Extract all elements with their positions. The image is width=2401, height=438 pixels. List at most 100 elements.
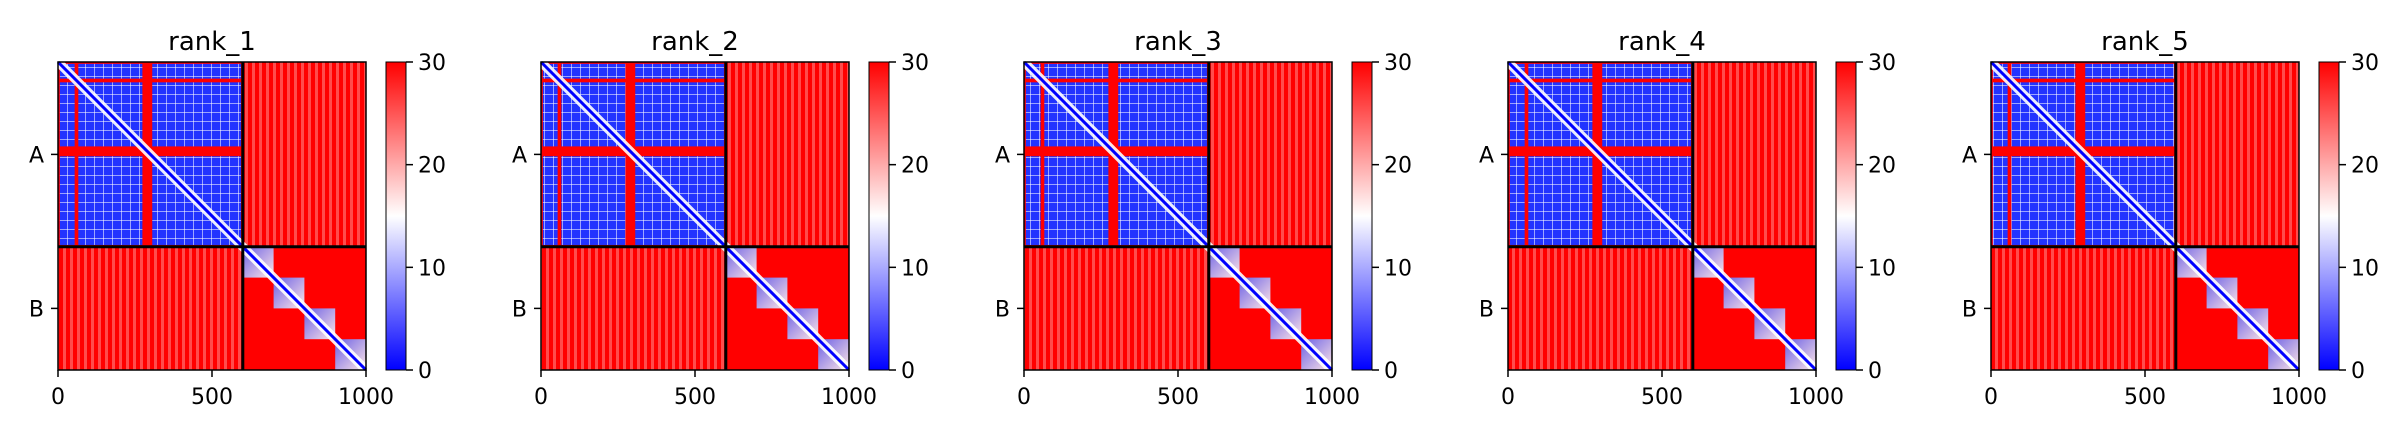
y-tick-label: B bbox=[29, 297, 44, 322]
heatmap bbox=[1987, 58, 2303, 374]
contact-block bbox=[1602, 82, 1691, 147]
interchain-region bbox=[1508, 246, 1693, 370]
x-tick-label: 0 bbox=[1984, 385, 1998, 410]
interchain-region bbox=[541, 246, 726, 370]
contact-block bbox=[152, 63, 241, 79]
x-tick-label: 500 bbox=[2124, 385, 2166, 410]
diagonal bbox=[539, 60, 851, 372]
interchain-region bbox=[242, 62, 366, 247]
panel-title: rank_5 bbox=[2101, 27, 2189, 57]
y-tick-label: A bbox=[1962, 143, 1977, 168]
interchain-region bbox=[1692, 62, 1816, 247]
x-tick-label: 1000 bbox=[2271, 385, 2327, 410]
contact-block bbox=[542, 82, 558, 147]
colorbar bbox=[868, 61, 890, 371]
interchain-region bbox=[725, 62, 849, 247]
x-tick-label: 500 bbox=[1641, 385, 1683, 410]
interchain-region bbox=[58, 246, 243, 370]
contact-block bbox=[561, 156, 626, 245]
panel-title: rank_3 bbox=[1134, 27, 1222, 57]
interchain-region bbox=[1208, 62, 1332, 247]
diagonal bbox=[1506, 60, 1818, 372]
contact-block bbox=[1044, 63, 1109, 79]
contact-block bbox=[1528, 63, 1593, 79]
y-tick-label: B bbox=[995, 297, 1010, 322]
contact-block bbox=[59, 82, 75, 147]
panel-2: rank_2 0 500 1000 A B 0 10 20 30 bbox=[512, 27, 929, 410]
colorbar bbox=[1835, 61, 1857, 371]
interchain-region bbox=[1991, 246, 2176, 370]
contact-block bbox=[542, 156, 558, 245]
contact-block bbox=[1044, 156, 1109, 245]
contact-block bbox=[1509, 82, 1525, 147]
contact-block bbox=[1528, 156, 1593, 245]
x-tick-label: 500 bbox=[191, 385, 233, 410]
panel-1: rank_1 0 500 1000 A B 0 10 20 30 bbox=[29, 27, 446, 410]
contact-block bbox=[2085, 82, 2174, 147]
contact-block bbox=[1118, 82, 1207, 147]
x-tick-label: 0 bbox=[51, 385, 65, 410]
colorbar-tick-label: 30 bbox=[418, 51, 446, 76]
contact-block bbox=[78, 156, 143, 245]
heatmap bbox=[1504, 58, 1820, 374]
contact-block bbox=[1509, 156, 1525, 245]
colorbar-tick-label: 30 bbox=[2351, 51, 2379, 76]
panel-3: rank_3 0 500 1000 A B 0 10 20 30 bbox=[995, 27, 1412, 410]
x-tick-label: 1000 bbox=[821, 385, 877, 410]
colorbar-tick-label: 10 bbox=[901, 256, 929, 281]
heatmap bbox=[1020, 58, 1336, 374]
heatmap bbox=[54, 58, 370, 374]
interchain-region bbox=[1024, 246, 1209, 370]
colorbar-tick-label: 0 bbox=[1868, 359, 1882, 384]
x-tick-label: 0 bbox=[534, 385, 548, 410]
contact-block bbox=[1118, 63, 1207, 79]
colorbar-tick-label: 0 bbox=[418, 359, 432, 384]
y-tick-label: A bbox=[29, 143, 44, 168]
contact-block bbox=[2011, 156, 2076, 245]
interchain-region bbox=[2175, 62, 2299, 247]
panel-4: rank_4 0 500 1000 A B 0 10 20 30 bbox=[1479, 27, 1896, 410]
panel-title: rank_1 bbox=[168, 27, 256, 57]
contact-block bbox=[635, 82, 724, 147]
contact-block bbox=[1602, 63, 1691, 79]
colorbar-tick-label: 10 bbox=[418, 256, 446, 281]
contact-block bbox=[59, 156, 75, 245]
x-tick-label: 1000 bbox=[338, 385, 394, 410]
contact-block bbox=[1025, 156, 1041, 245]
heatmap bbox=[537, 58, 853, 374]
colorbar bbox=[385, 61, 407, 371]
panel-title: rank_2 bbox=[651, 27, 739, 57]
colorbar-tick-label: 20 bbox=[418, 154, 446, 179]
colorbar-tick-label: 20 bbox=[1868, 154, 1896, 179]
y-tick-label: B bbox=[1479, 297, 1494, 322]
diagonal bbox=[1022, 60, 1334, 372]
colorbar-tick-label: 10 bbox=[2351, 256, 2379, 281]
colorbar-tick-label: 0 bbox=[901, 359, 915, 384]
contact-block bbox=[1992, 82, 2008, 147]
y-tick-label: B bbox=[512, 297, 527, 322]
contact-block bbox=[1992, 156, 2008, 245]
panel-5: rank_5 0 500 1000 A B 0 10 20 30 bbox=[1962, 27, 2379, 410]
colorbar-tick-label: 20 bbox=[1384, 154, 1412, 179]
colorbar-tick-label: 0 bbox=[1384, 359, 1398, 384]
colorbar-tick-label: 30 bbox=[1384, 51, 1412, 76]
diagonal bbox=[56, 60, 368, 372]
x-tick-label: 1000 bbox=[1788, 385, 1844, 410]
contact-block bbox=[78, 63, 143, 79]
y-tick-label: B bbox=[1962, 297, 1977, 322]
x-tick-label: 500 bbox=[1157, 385, 1199, 410]
contact-block bbox=[152, 82, 241, 147]
contact-block bbox=[2085, 63, 2174, 79]
contact-block bbox=[635, 63, 724, 79]
colorbar-tick-label: 0 bbox=[2351, 359, 2365, 384]
colorbar bbox=[1351, 61, 1373, 371]
colorbar-tick-label: 10 bbox=[1384, 256, 1412, 281]
colorbar bbox=[2318, 61, 2340, 371]
colorbar-tick-label: 30 bbox=[901, 51, 929, 76]
colorbar-tick-label: 20 bbox=[2351, 154, 2379, 179]
contact-block bbox=[561, 63, 626, 79]
contact-block bbox=[1025, 82, 1041, 147]
colorbar-tick-label: 10 bbox=[1868, 256, 1896, 281]
